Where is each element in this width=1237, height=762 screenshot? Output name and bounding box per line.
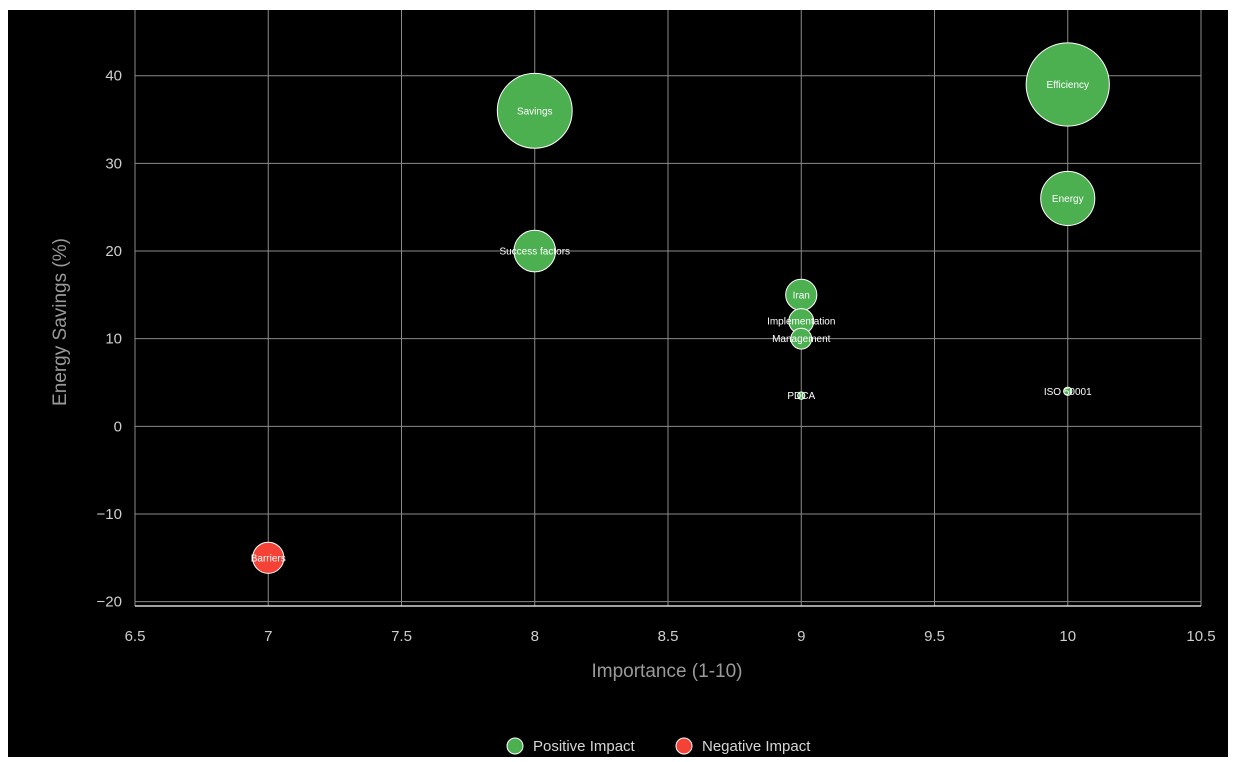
legend-marker-positive xyxy=(506,737,524,755)
x-tick-label: 9.5 xyxy=(924,628,945,645)
tick-labels: 6.5 7 7.5 8 8.5 9 9.5 10 10.5 −20 −10 0 10 20 30 40 xyxy=(97,68,1216,645)
legend-item-positive[interactable]: Positive Impact xyxy=(506,737,636,755)
x-tick-label: 8.5 xyxy=(658,628,679,645)
bubble-label: Savings xyxy=(517,106,553,117)
legend-marker-negative xyxy=(675,737,693,755)
bubble-label: Management xyxy=(772,334,831,345)
legend-label-positive: Positive Impact xyxy=(533,738,636,755)
x-tick-label: 6.5 xyxy=(125,628,146,645)
x-tick-label: 10.5 xyxy=(1186,628,1215,645)
bubble-label: Efficiency xyxy=(1046,80,1089,91)
y-tick-label: 10 xyxy=(105,331,122,348)
y-tick-label: 40 xyxy=(105,68,122,85)
bubble-iso-50001[interactable] xyxy=(1063,386,1073,396)
x-axis-title: Importance (1-10) xyxy=(591,661,742,682)
bubble-label: Implementation xyxy=(767,317,835,328)
bubble-layer xyxy=(252,42,1110,574)
y-tick-label: −10 xyxy=(97,506,122,523)
bubble-success-factors[interactable] xyxy=(513,229,557,273)
y-axis-title: Energy Savings (%) xyxy=(50,238,71,406)
y-tick-label: 0 xyxy=(114,418,122,435)
legend: Positive Impact Negative Impact xyxy=(506,737,811,755)
bubble-management[interactable] xyxy=(790,327,813,350)
bubble-label: ISO 50001 xyxy=(1044,387,1092,398)
bubble-label: Iran xyxy=(793,290,810,301)
x-tick-label: 9 xyxy=(797,628,805,645)
bubble-barriers[interactable] xyxy=(252,541,285,574)
y-tick-label: 30 xyxy=(105,155,122,172)
bubble-label: Success factors xyxy=(499,247,570,258)
bubble-label: Energy xyxy=(1052,194,1084,205)
x-tick-label: 10 xyxy=(1059,628,1076,645)
x-tick-label: 7.5 xyxy=(391,628,412,645)
bubble-energy[interactable] xyxy=(1040,170,1096,226)
x-tick-label: 7 xyxy=(264,628,272,645)
chart-panel xyxy=(8,10,1228,757)
legend-item-negative[interactable]: Negative Impact xyxy=(675,737,811,755)
bubble-pdca[interactable] xyxy=(797,391,806,400)
bubble-label-layer: Efficiency Savings Energy Success factors Ir… xyxy=(251,80,1092,564)
y-tick-label: −20 xyxy=(97,594,122,611)
bubble-label: PDCA xyxy=(787,391,815,402)
bubble-savings[interactable] xyxy=(496,72,573,149)
legend-label-negative: Negative Impact xyxy=(702,738,811,755)
y-tick-label: 20 xyxy=(105,243,122,260)
bubble-efficiency[interactable] xyxy=(1025,42,1110,127)
bubble-label: Barriers xyxy=(251,553,286,564)
x-tick-label: 8 xyxy=(531,628,539,645)
